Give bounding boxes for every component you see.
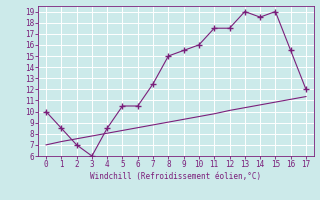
- X-axis label: Windchill (Refroidissement éolien,°C): Windchill (Refroidissement éolien,°C): [91, 172, 261, 181]
